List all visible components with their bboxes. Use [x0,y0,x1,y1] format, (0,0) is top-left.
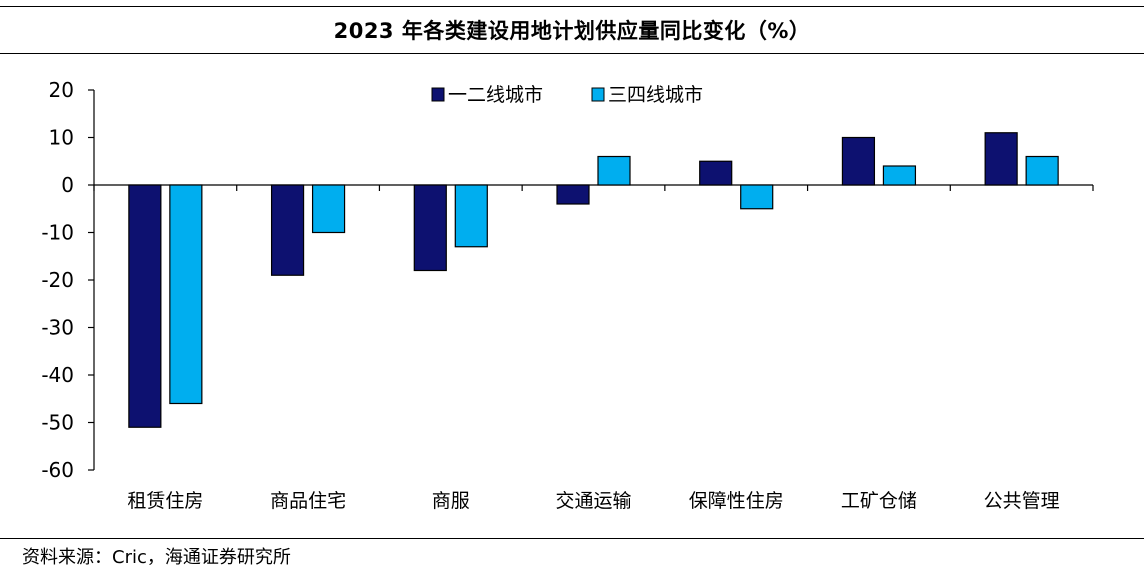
bar-tier34-1 [311,184,346,234]
bar-tier34-3 [597,155,631,186]
bar-tier34-2 [454,184,488,248]
bar-tier12-4 [699,160,733,186]
y-tick-label: -20 [41,268,74,292]
y-tick-label: 20 [49,78,74,102]
legend-swatch [431,87,445,102]
legend-label: 一二线城市 [448,84,543,106]
chart-title-bar: 2023 年各类建设用地计划供应量同比变化（%） [0,6,1144,54]
labels: 20 10 0 -10 -20 -30 -40 -50 -60 租赁住房 商品住宅 商服 交通运输 保障性… [41,78,1059,512]
axes [88,89,1094,471]
bar-tier12-6 [984,132,1018,186]
x-category-label: 商品住宅 [270,490,346,512]
bar-tier12-3 [556,184,590,205]
bar-tier12-1 [270,184,305,276]
bar-tier34-5 [882,165,917,186]
bar-tier34-4 [740,184,774,210]
x-category-label: 保障性住房 [689,490,784,512]
bar-tier34-6 [1025,155,1059,186]
bar-tier12-0 [128,184,162,428]
chart-title: 2023 年各类建设用地计划供应量同比变化（%） [333,19,811,43]
x-category-label: 公共管理 [984,490,1060,512]
bar-tier12-2 [413,184,447,272]
bar-tier12-5 [841,136,876,186]
bar-chart: 20 10 0 -10 -20 -30 -40 -50 -60 租赁住房 商品住宅 商服 交通运输 保障性… [41,78,1094,512]
y-tick-label: 10 [49,126,74,150]
y-tick-label: -30 [41,316,74,340]
y-tick-label: 0 [61,173,74,197]
legend-swatch [591,87,605,102]
y-tick-label: -60 [41,458,74,482]
x-category-label: 商服 [432,490,470,512]
source-bar: 资料来源：Cric，海通证券研究所 [0,538,1144,569]
bars [128,132,1059,428]
source-note: 资料来源：Cric，海通证券研究所 [22,547,291,568]
y-tick-label: -40 [41,363,74,387]
y-tick-label: -10 [41,221,74,245]
y-tick-label: -50 [41,411,74,435]
x-category-label: 交通运输 [555,490,631,512]
x-category-label: 租赁住房 [127,490,203,512]
bar-tier34-0 [169,184,203,405]
x-category-label: 工矿仓储 [841,490,917,512]
legend: 一二线城市 三四线城市 [431,84,703,106]
legend-label: 三四线城市 [608,84,703,106]
